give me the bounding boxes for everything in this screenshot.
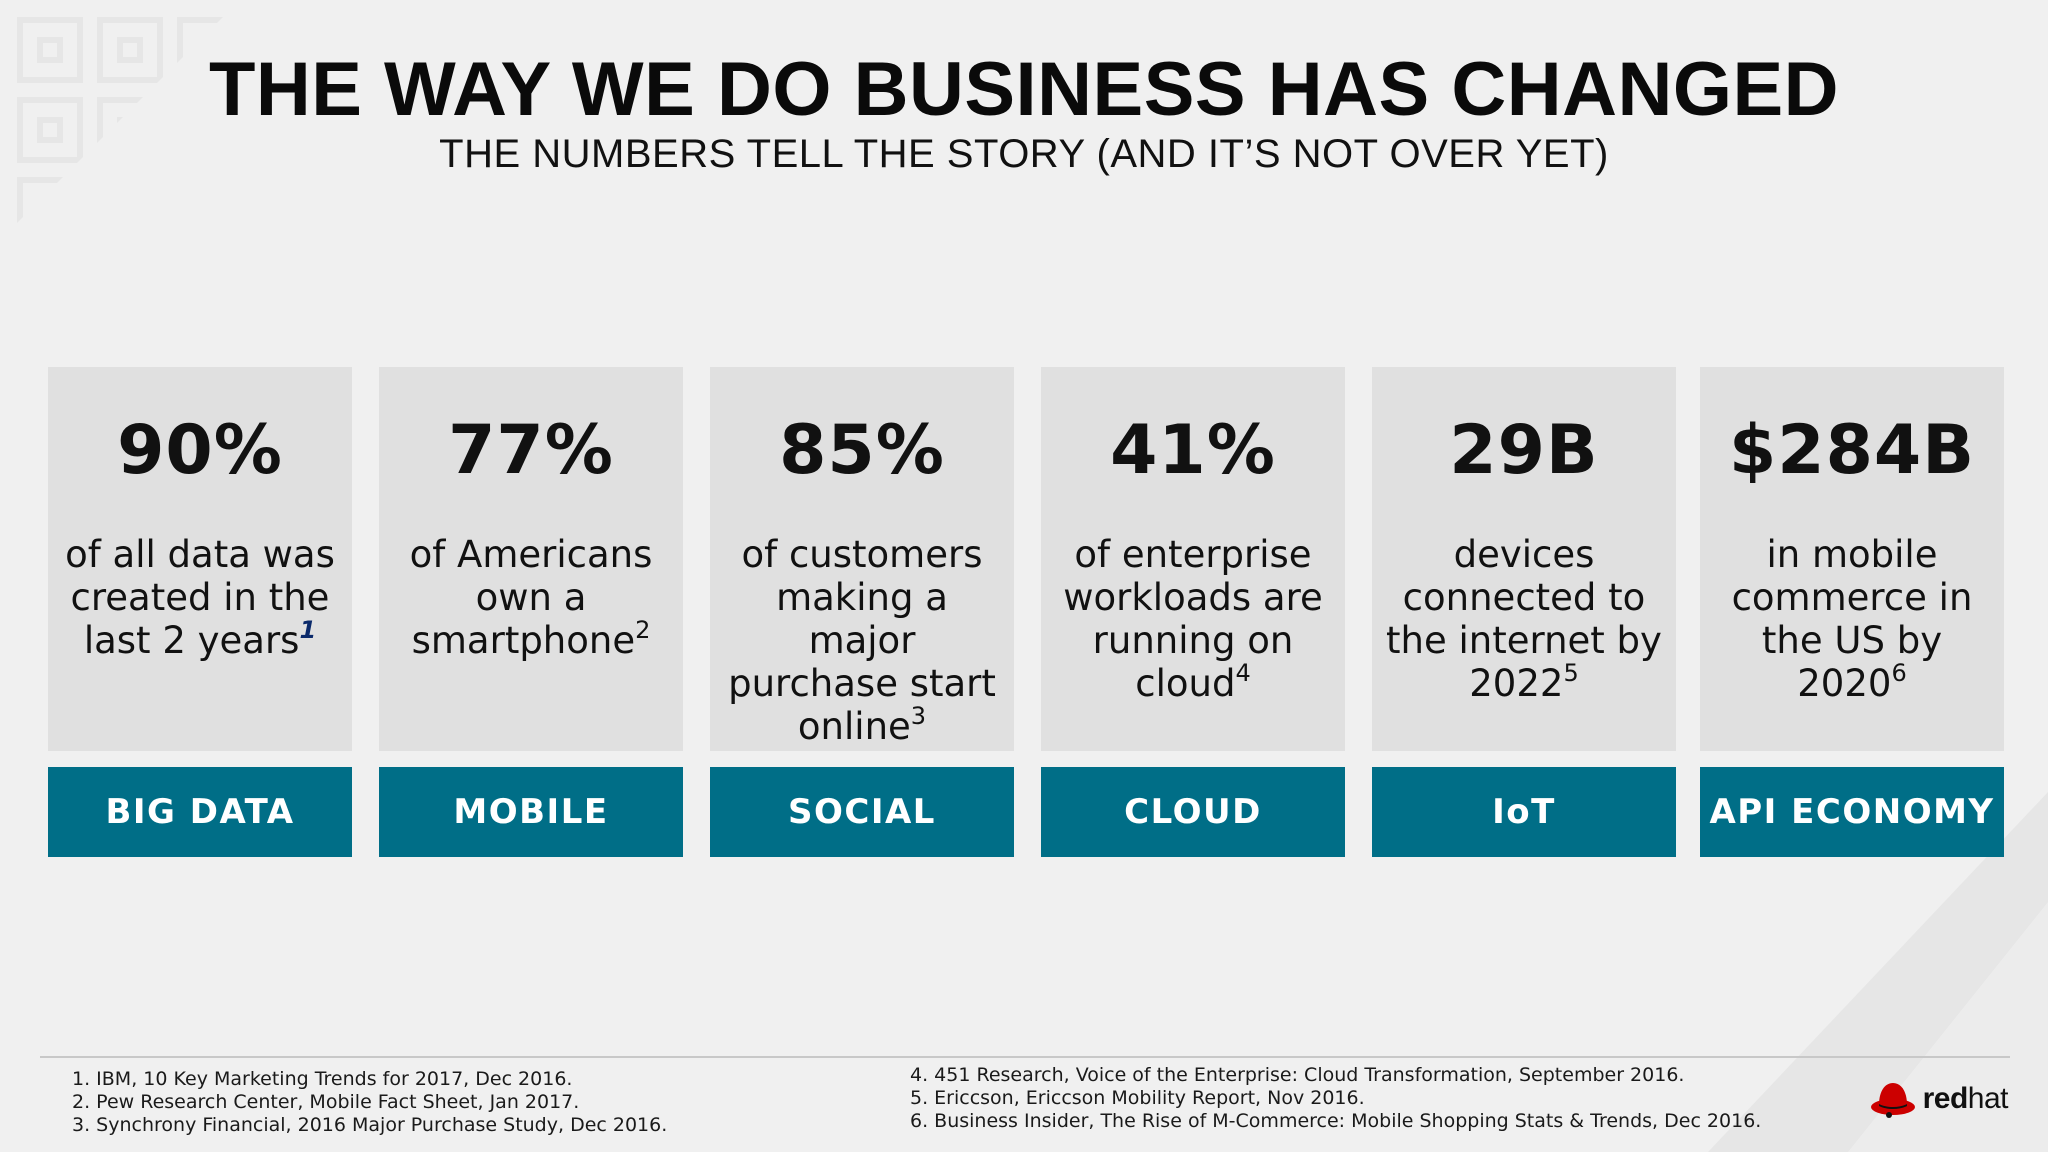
category-label: MOBILE xyxy=(379,767,683,857)
stat-value: $284B xyxy=(1728,411,1976,490)
stat-description-text: of Americans own a smartphone xyxy=(409,533,653,662)
slide-subtitle: THE NUMBERS TELL THE STORY (AND IT’S NOT… xyxy=(439,132,1609,176)
stat-description: of all data was created in the last 2 ye… xyxy=(48,533,352,662)
footnote-ref: 2 xyxy=(635,615,651,644)
stat-card-social: 85% of customers making a major purchase… xyxy=(710,367,1014,857)
stat-description: of Americans own a smartphone2 xyxy=(379,533,683,662)
category-label: BIG DATA xyxy=(48,767,352,857)
stat-description-text: of customers making a major purchase sta… xyxy=(728,533,996,748)
slide-title: THE WAY WE DO BUSINESS HAS CHANGED xyxy=(208,47,1840,132)
footnote-ref: 1 xyxy=(299,615,317,644)
stat-value: 41% xyxy=(1110,411,1276,490)
footnotes-right: 4. 451 Research, Voice of the Enterprise… xyxy=(910,1064,1761,1133)
stat-description: devices connected to the internet by 202… xyxy=(1372,533,1676,705)
stat-value: 77% xyxy=(448,411,614,490)
logo-wordmark: redhat xyxy=(1922,1082,2009,1116)
logo-text-light: hat xyxy=(1967,1082,2009,1115)
category-label: SOCIAL xyxy=(710,767,1014,857)
footnote-ref: 5 xyxy=(1563,658,1579,687)
stat-description-text: of all data was created in the last 2 ye… xyxy=(65,533,335,662)
footer-divider xyxy=(40,1056,2010,1058)
stat-description-text: in mobile commerce in the US by 2020 xyxy=(1731,533,1973,705)
stat-value: 85% xyxy=(779,411,945,490)
stat-card-api-economy: $284B in mobile commerce in the US by 20… xyxy=(1700,367,2004,857)
footnote: 6. Business Insider, The Rise of M-Comme… xyxy=(910,1110,1762,1132)
stat-description-text: devices connected to the internet by 202… xyxy=(1386,533,1662,705)
stat-card-body: 90% of all data was created in the last … xyxy=(48,367,352,751)
footnote: 2. Pew Research Center, Mobile Fact Shee… xyxy=(72,1091,580,1113)
stat-cards: 90% of all data was created in the last … xyxy=(48,367,2006,857)
stat-description: in mobile commerce in the US by 20206 xyxy=(1700,533,2004,705)
stat-card-big-data: 90% of all data was created in the last … xyxy=(48,367,352,857)
background-pattern xyxy=(0,0,240,240)
footnote-ref: 4 xyxy=(1235,658,1251,687)
footnote-ref: 3 xyxy=(910,701,927,730)
stat-description-text: of enterprise workloads are running on c… xyxy=(1063,533,1323,705)
stat-card-mobile: 77% of Americans own a smartphone2 MOBIL… xyxy=(379,367,683,857)
stat-card-body: 77% of Americans own a smartphone2 xyxy=(379,367,683,751)
stat-description: of customers making a major purchase sta… xyxy=(710,533,1014,748)
stat-card-cloud: 41% of enterprise workloads are running … xyxy=(1041,367,1345,857)
stat-card-body: 41% of enterprise workloads are running … xyxy=(1041,367,1345,751)
stat-card-iot: 29B devices connected to the internet by… xyxy=(1372,367,1676,857)
footnotes-left: 1. IBM, 10 Key Marketing Trends for 2017… xyxy=(72,1068,667,1137)
stat-value: 90% xyxy=(117,411,283,490)
footnote: 4. 451 Research, Voice of the Enterprise… xyxy=(910,1064,1685,1086)
footnote-ref: 6 xyxy=(1891,658,1907,687)
category-label: API ECONOMY xyxy=(1700,767,2004,857)
footnote: 3. Synchrony Financial, 2016 Major Purch… xyxy=(72,1114,668,1136)
stat-description: of enterprise workloads are running on c… xyxy=(1041,533,1345,705)
redhat-shadowman-icon xyxy=(1870,1083,1915,1118)
stat-value: 29B xyxy=(1449,411,1599,490)
logo-text-bold: red xyxy=(1922,1082,1969,1115)
category-label: CLOUD xyxy=(1041,767,1345,857)
stat-card-body: $284B in mobile commerce in the US by 20… xyxy=(1700,367,2004,751)
footnote: 5. Ericcson, Ericcson Mobility Report, N… xyxy=(910,1087,1365,1109)
category-label: IoT xyxy=(1372,767,1676,857)
stat-card-body: 85% of customers making a major purchase… xyxy=(710,367,1014,751)
redhat-logo: redhat xyxy=(1869,1074,2009,1124)
footnote: 1. IBM, 10 Key Marketing Trends for 2017… xyxy=(72,1068,573,1090)
stat-card-body: 29B devices connected to the internet by… xyxy=(1372,367,1676,751)
